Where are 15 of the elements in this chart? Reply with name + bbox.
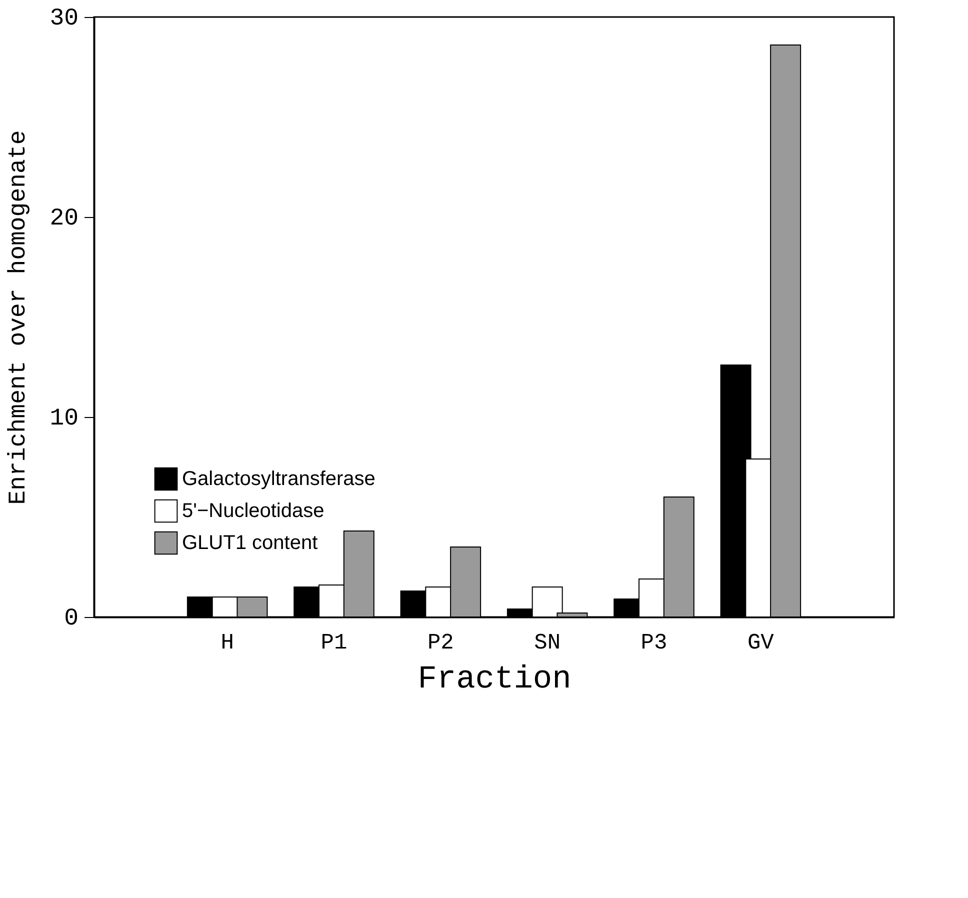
y-tick-label: 30: [50, 6, 78, 32]
y-axis-title: Enrichment over homogenate: [6, 130, 33, 505]
x-tick-label: P2: [427, 630, 454, 656]
x-tick-label: P3: [640, 630, 668, 656]
y-tick-label: 20: [50, 206, 78, 232]
legend-label: Galactosyltransferase: [182, 468, 376, 490]
y-tick-label: 10: [50, 406, 78, 432]
x-tick-label: H: [220, 630, 234, 656]
legend-label: 5'−Nucleotidase: [182, 500, 324, 522]
x-tick-label: GV: [747, 630, 775, 656]
x-tick-label: P1: [320, 630, 348, 656]
x-axis-title: Fraction: [418, 660, 572, 698]
x-tick-label: SN: [534, 630, 561, 656]
y-tick-label: 0: [64, 606, 78, 632]
legend-label: GLUT1 content: [182, 532, 318, 554]
